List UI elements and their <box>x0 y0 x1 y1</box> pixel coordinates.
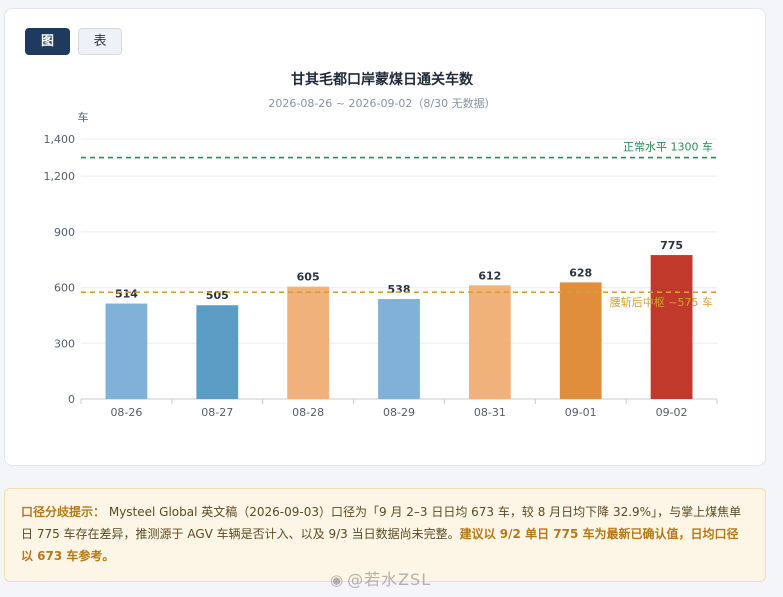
x-tick-label: 08-26 <box>110 406 142 419</box>
weibo-icon: ◉ <box>330 571 345 589</box>
bar-value-label: 514 <box>115 288 138 301</box>
y-tick-label: 900 <box>54 226 75 239</box>
caliber-notice: 口径分歧提示： Mysteel Global 英文稿（2026-09-03）口径… <box>4 488 766 582</box>
y-tick-label: 1,400 <box>44 133 76 146</box>
bar-value-label: 538 <box>388 283 411 296</box>
x-tick-label: 08-29 <box>383 406 415 419</box>
y-tick-label: 600 <box>54 282 75 295</box>
x-tick-label: 08-31 <box>474 406 506 419</box>
normal-level-label: 正常水平 1300 车 <box>623 140 713 154</box>
bar-08-26[interactable] <box>105 303 148 399</box>
bar-value-label: 612 <box>478 269 501 282</box>
bar-08-28[interactable] <box>287 286 330 399</box>
y-tick-label: 1,200 <box>44 170 76 183</box>
bar-value-label: 505 <box>206 289 229 302</box>
chart-subtitle: 2026-08-26 ~ 2026-09-02（8/30 无数据） <box>268 96 495 110</box>
chart-card: 图 表 甘其毛都口岸蒙煤日通关车数 2026-08-26 ~ 2026-09-0… <box>4 8 766 466</box>
x-tick-label: 08-28 <box>292 406 324 419</box>
bar-value-label: 775 <box>660 239 683 252</box>
y-axis-unit-label: 车 <box>78 110 89 124</box>
x-tick-label: 09-02 <box>656 406 688 419</box>
bar-08-31[interactable] <box>468 285 511 399</box>
y-tick-label: 0 <box>68 393 75 406</box>
tab-chart[interactable]: 图 <box>25 28 70 55</box>
bar-chart: 甘其毛都口岸蒙煤日通关车数 2026-08-26 ~ 2026-09-02（8/… <box>44 71 718 419</box>
bar-08-29[interactable] <box>378 299 420 399</box>
bar-09-01[interactable] <box>559 282 602 399</box>
bar-value-label: 628 <box>569 266 592 279</box>
watermark-text: @若水ZSL <box>347 570 432 589</box>
bar-08-27[interactable] <box>196 305 239 399</box>
watermark: ◉ @若水ZSL <box>330 566 431 590</box>
chart-title: 甘其毛都口岸蒙煤日通关车数 <box>291 71 474 88</box>
x-tick-label: 08-27 <box>201 406 233 419</box>
halved-center-label: 腰斩后中枢 ~575 车 <box>610 295 713 309</box>
bar-value-label: 605 <box>297 271 320 284</box>
notice-emphasis: 建议以 9/2 单日 775 车为最新已确认值，日均口径以 673 车参考。 <box>21 527 739 563</box>
y-tick-label: 300 <box>54 337 75 350</box>
notice-body: Mysteel Global 英文稿（2026-09-03）口径为「9 月 2–… <box>21 505 742 541</box>
x-tick-label: 09-01 <box>565 406 597 419</box>
tab-table[interactable]: 表 <box>78 28 122 55</box>
bar-09-02[interactable] <box>650 255 693 399</box>
notice-lead: 口径分歧提示： <box>21 505 106 519</box>
